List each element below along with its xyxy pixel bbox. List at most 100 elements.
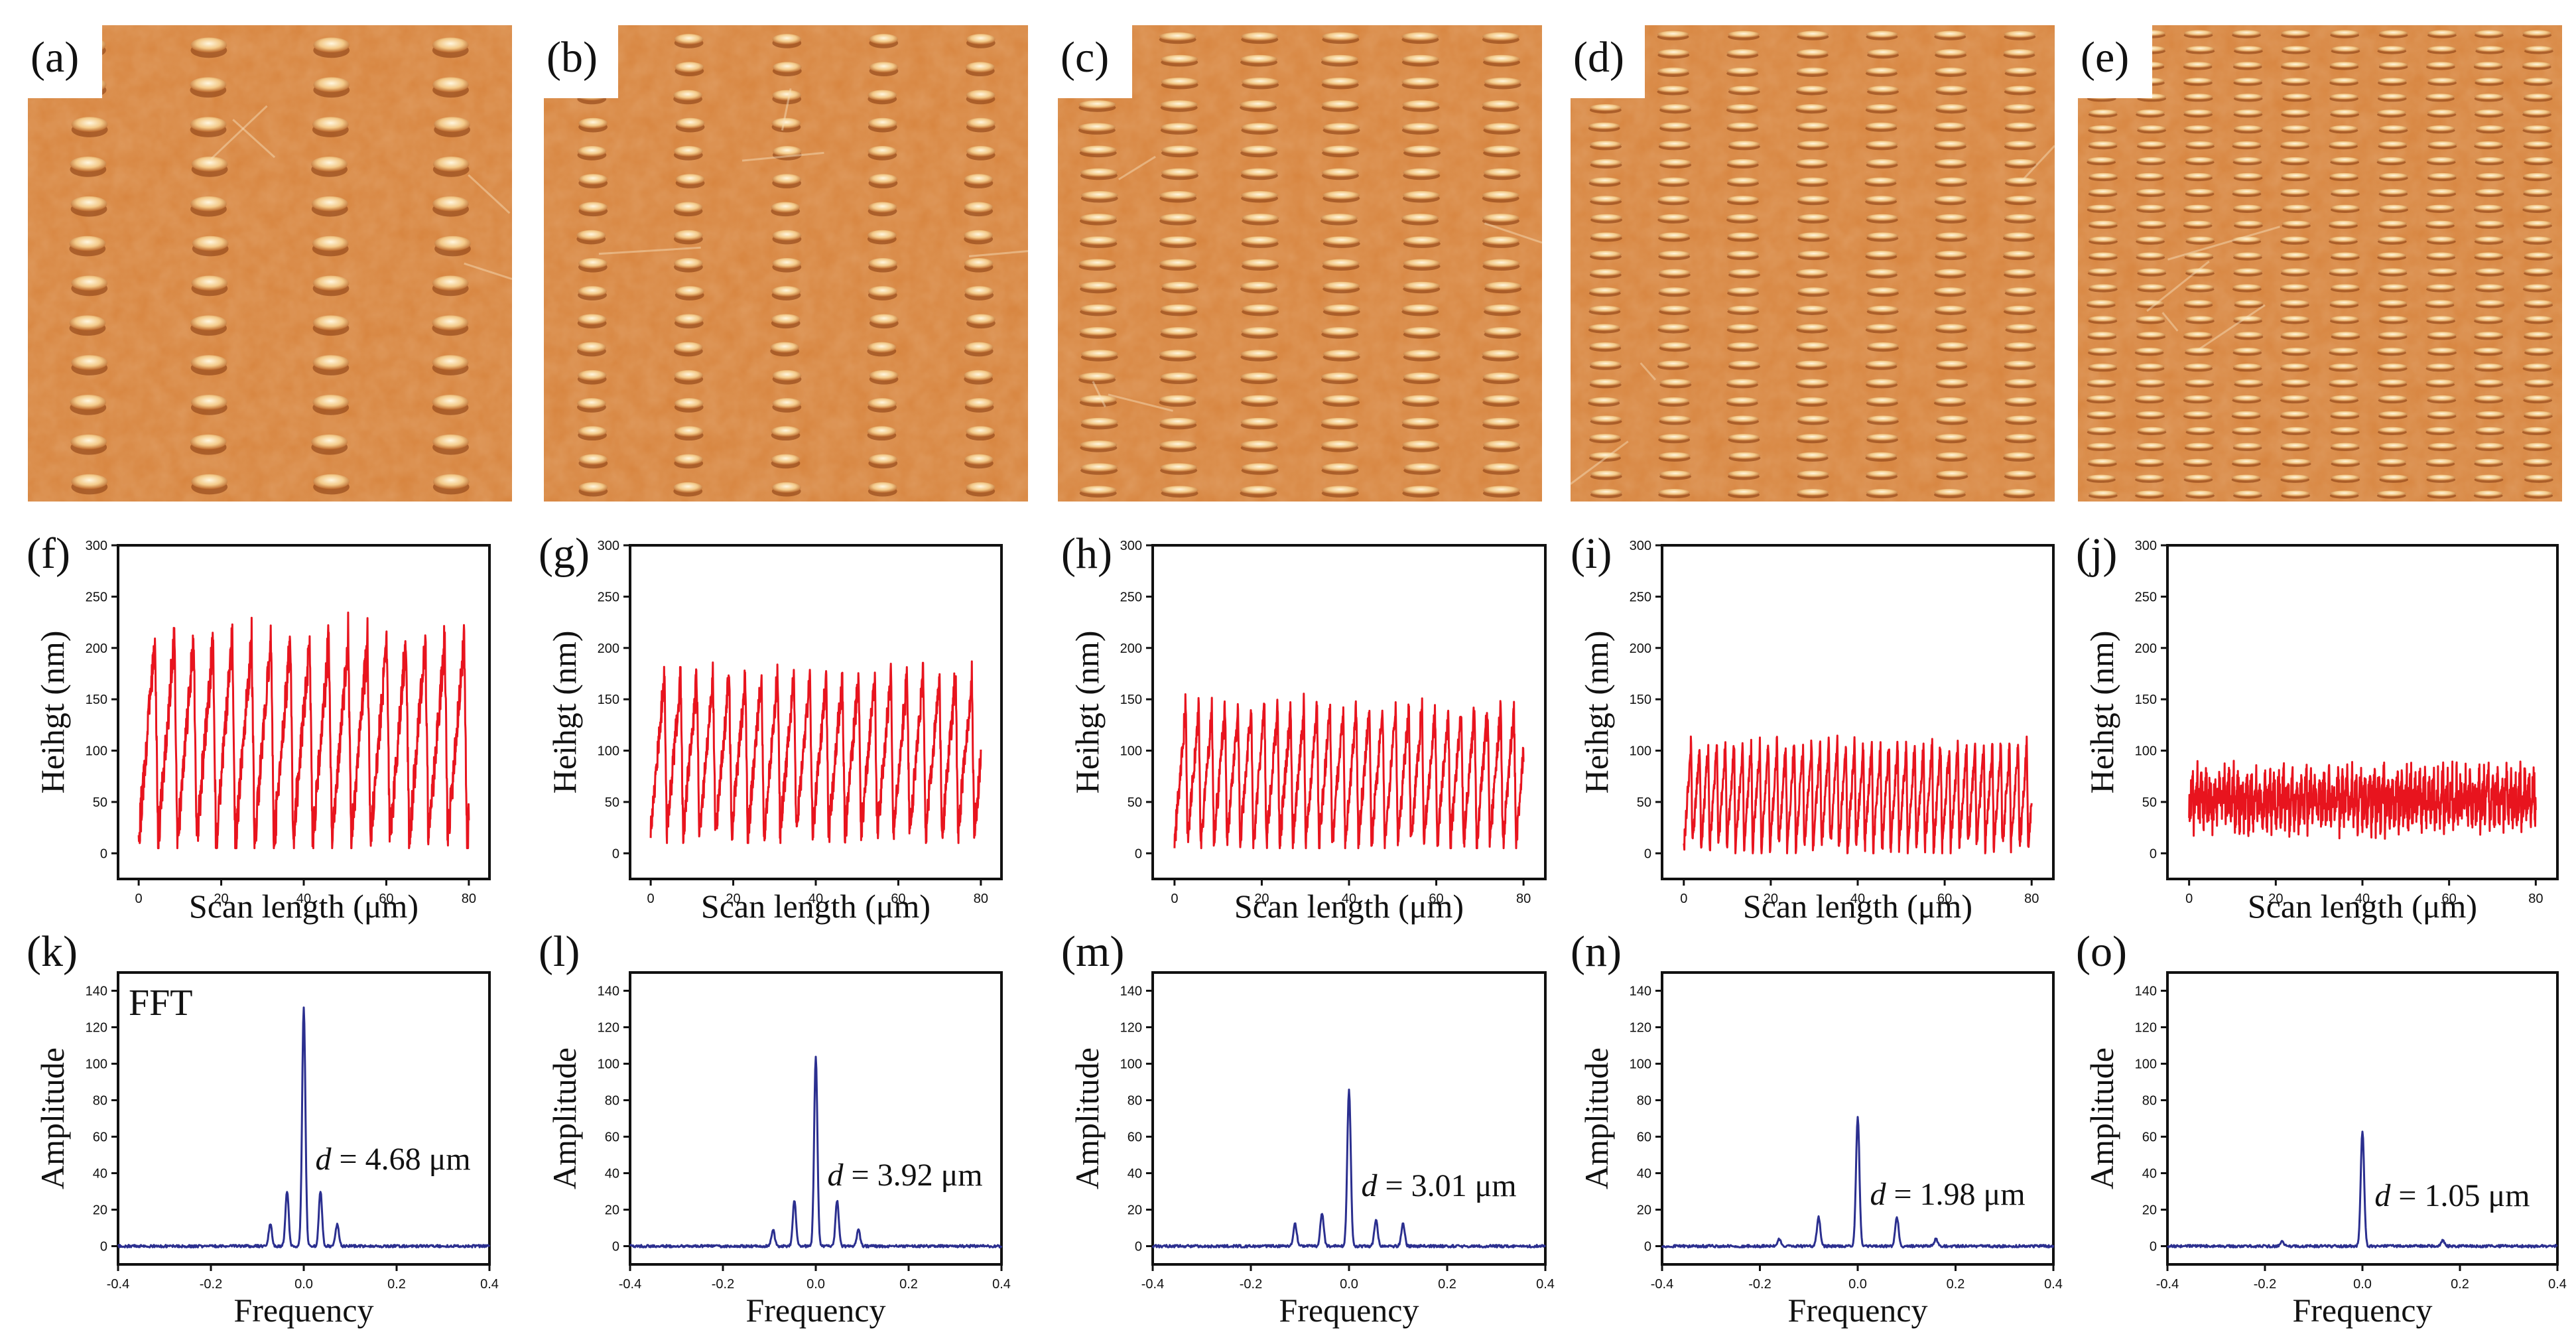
afm-feature [2330, 157, 2360, 163]
afm-feature [1240, 440, 1278, 450]
afm-feature [1403, 145, 1441, 155]
afm-feature [2282, 348, 2311, 354]
afm-feature [867, 426, 897, 437]
fft-spectrum-row: -0.4 -0.2 0.0 0.2 0.4 0 20 40 60 80 100 120 140 Frequ… [27, 927, 2567, 1329]
afm-feature [2183, 125, 2213, 132]
afm-feature [1728, 31, 1760, 38]
afm-feature [1796, 434, 1829, 441]
afm-feature [190, 434, 227, 450]
afm-feature [1797, 379, 1829, 386]
afm-feature [2427, 188, 2457, 195]
afm-feature [2134, 395, 2164, 401]
afm-feature [1588, 397, 1620, 405]
afm-feature [1078, 259, 1116, 268]
afm-feature [578, 257, 608, 269]
afm-feature [2185, 316, 2215, 322]
afm-feature [1240, 486, 1277, 495]
x-tick-label: 0.0 [1848, 1277, 1867, 1292]
afm-feature [1797, 232, 1830, 239]
afm-feature [312, 117, 349, 132]
afm-feature [1726, 250, 1759, 258]
afm-feature [1401, 123, 1439, 132]
afm-feature [2329, 220, 2358, 227]
afm-feature [1795, 397, 1828, 405]
afm-feature [2522, 204, 2552, 211]
afm-feature [1159, 417, 1197, 427]
afm-feature [2004, 434, 2037, 441]
afm-feature [1159, 259, 1197, 268]
y-tick-label: 0 [1644, 1240, 1651, 1254]
y-tick-label: 40 [2142, 1167, 2157, 1181]
afm-feature [1322, 395, 1360, 404]
afm-feature [2379, 172, 2408, 179]
afm-feature [2331, 458, 2360, 465]
afm-feature [1796, 49, 1829, 56]
fft-chart: -0.4 -0.2 0.0 0.2 0.4 0 20 40 60 80 100 120 140 Frequ… [539, 927, 1011, 1329]
afm-feature [1728, 269, 1760, 277]
afm-feature [434, 117, 471, 132]
afm-feature [2473, 204, 2503, 211]
afm-feature [2233, 109, 2263, 116]
afm-feature [1080, 190, 1118, 200]
afm-feature [2088, 141, 2118, 148]
afm-feature [2137, 125, 2166, 132]
y-tick-label: 0 [1644, 846, 1651, 861]
afm-feature [869, 314, 899, 325]
y-tick-label: 40 [93, 1167, 107, 1181]
afm-texture [1058, 25, 1542, 502]
afm-feature [2426, 62, 2455, 68]
afm-feature [964, 202, 994, 213]
afm-feature [2524, 348, 2553, 354]
afm-feature [2004, 287, 2037, 295]
afm-feature [1658, 232, 1691, 239]
afm-feature [2005, 415, 2037, 423]
afm-feature [1402, 440, 1440, 450]
afm-feature [2280, 395, 2309, 401]
afm-feature [1240, 372, 1278, 381]
x-axis-title: Scan length (μm) [1234, 888, 1464, 925]
afm-feature [868, 454, 898, 465]
afm-feature [2427, 141, 2457, 148]
afm-feature [2524, 316, 2553, 322]
afm-feature [312, 235, 349, 251]
afm-feature [2329, 379, 2358, 386]
afm-feature [2134, 172, 2164, 179]
afm-feature [1797, 342, 1829, 350]
afm-feature [2378, 220, 2408, 227]
afm-feature [2475, 268, 2504, 275]
afm-feature [2329, 300, 2359, 306]
afm-feature [1936, 415, 1968, 423]
afm-feature [2004, 379, 2037, 386]
afm-feature [1241, 123, 1279, 132]
afm-feature [1727, 415, 1760, 423]
afm-feature [191, 275, 228, 291]
afm-feature [2280, 442, 2310, 449]
afm-feature [1935, 324, 1967, 331]
panel-label: (g) [539, 529, 590, 578]
afm-feature [2378, 427, 2407, 433]
afm-feature [1659, 379, 1692, 386]
x-tick-label: 0.0 [806, 1277, 825, 1292]
afm-feature [1482, 190, 1519, 200]
afm-feature [1403, 327, 1441, 336]
panel-label: (j) [2076, 529, 2117, 578]
y-axis-title: Heihgt (nm) [34, 631, 71, 794]
height-chart: 0 20 40 60 80 0 50 100 150 200 250 300 Scan length (… [1061, 529, 1547, 925]
afm-feature [2377, 236, 2407, 243]
panel-label-box [544, 24, 618, 98]
afm-feature [2379, 474, 2409, 481]
afm-feature [2232, 427, 2262, 433]
x-tick-label: 60 [891, 892, 905, 906]
y-axis-title: Amplitude [1578, 1047, 1615, 1189]
fft-chart: -0.4 -0.2 0.0 0.2 0.4 0 20 40 60 80 100 120 140 Frequ… [1571, 927, 2063, 1329]
afm-feature [2426, 316, 2456, 322]
x-tick-label: 0.4 [480, 1277, 499, 1292]
afm-feature [2135, 300, 2165, 306]
afm-feature [432, 275, 469, 291]
x-tick-label: 0.4 [1536, 1277, 1555, 1292]
y-tick-label: 20 [93, 1203, 107, 1218]
afm-feature [2281, 427, 2311, 433]
afm-feature [2475, 46, 2505, 52]
x-tick-label: 0 [647, 892, 655, 906]
